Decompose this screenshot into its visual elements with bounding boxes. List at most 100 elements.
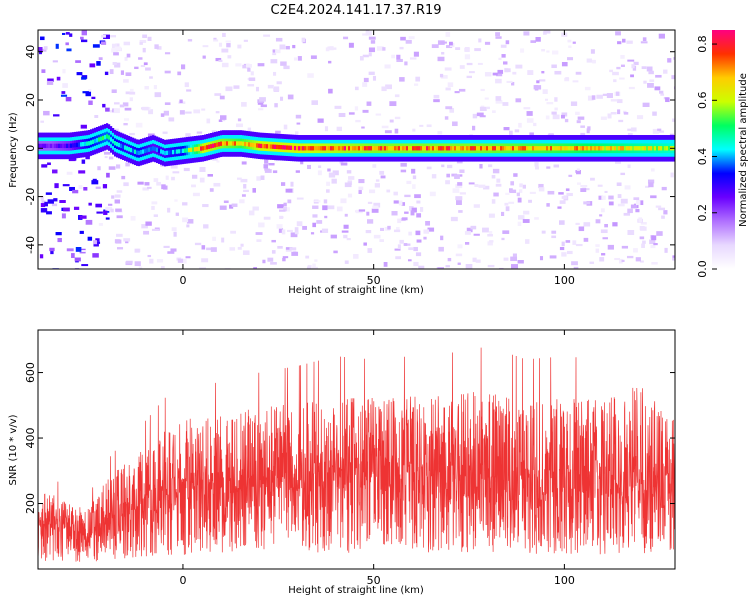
spectrogram-cell: [186, 224, 190, 228]
spectrogram-cell: [376, 146, 379, 151]
spectrogram-cell: [514, 146, 517, 151]
snr-series: [38, 347, 675, 562]
spectrogram-cell: [86, 141, 89, 146]
spectrogram-cell: [546, 50, 550, 53]
spectrogram-cell: [113, 108, 120, 114]
spectrogram-cell: [571, 261, 578, 266]
spectrogram-cell: [666, 146, 669, 151]
spectrogram-cell: [617, 194, 622, 199]
spectrogram-cell: [408, 146, 411, 151]
spectrogram-cell: [577, 116, 585, 120]
spectrogram-cell: [523, 31, 530, 36]
spectrogram-cell: [96, 138, 99, 143]
spectrogram-cell: [522, 184, 526, 189]
spectrogram-cell: [426, 146, 429, 151]
spectrogram-cell: [343, 224, 349, 229]
spectrogram-cell: [259, 97, 266, 102]
spectrogram-cell: [307, 73, 314, 78]
spectrogram-cell: [388, 146, 391, 151]
spectrogram-cell: [124, 56, 128, 61]
spectrogram-cell: [164, 102, 171, 106]
spectrogram-cell: [218, 42, 223, 47]
spectrogram-cell: [428, 146, 431, 151]
spectrogram-cell: [160, 149, 163, 154]
spectrogram-cell: [78, 185, 83, 190]
spectrogram-cell: [473, 204, 480, 208]
spectrogram-cell: [484, 41, 491, 45]
spectrogram-cell: [47, 162, 51, 166]
spectrogram-cell: [568, 146, 571, 151]
spectrogram-cell: [318, 165, 322, 168]
spectrogram-cell: [203, 224, 209, 229]
spectrogram-cell: [210, 144, 213, 149]
spectrogram-cell: [647, 82, 654, 88]
spectrogram-cell: [561, 61, 568, 67]
spectrogram-cell: [184, 82, 189, 88]
spectrogram-cell: [576, 120, 581, 124]
spectrogram-cell: [280, 182, 286, 186]
spectrogram-cell: [110, 137, 113, 142]
spectrogram-cell: [412, 175, 417, 180]
spectrogram-cell: [580, 146, 583, 151]
spectrogram-cell: [187, 39, 193, 42]
spectrogram-cell: [263, 34, 271, 37]
spectrogram-cell: [526, 146, 529, 151]
spectrogram-cell: [311, 100, 318, 105]
spectrogram-cell: [381, 125, 389, 129]
spectrogram-cell: [671, 118, 675, 122]
spectrogram-cell: [616, 66, 621, 70]
spectrogram-cell: [547, 190, 555, 195]
spectrogram-cell: [89, 63, 96, 68]
spectrogram-cell: [468, 146, 471, 151]
spectrogram-cell: [447, 82, 454, 88]
spectrogram-cell: [141, 224, 148, 229]
spectrogram-cell: [630, 74, 634, 78]
spectrogram-cell: [541, 70, 545, 74]
spectrogram-cell: [670, 172, 674, 178]
spectrogram-cell: [367, 248, 373, 253]
colorbar: 0.0 0.2 0.4 0.6 0.8 Normalized spectral ampl…: [696, 30, 749, 278]
spectrogram-cell: [526, 118, 534, 123]
spectrogram-cell: [275, 130, 281, 134]
spectrogram-cell: [314, 146, 317, 151]
spectrogram-cell: [184, 148, 187, 153]
spectrogram-cell: [583, 237, 589, 242]
spectrogram-cell: [110, 208, 114, 213]
spectrogram-cell: [450, 216, 458, 222]
spectrogram-cell: [518, 122, 522, 128]
spectrogram-cell: [283, 124, 288, 130]
spectrogram-cell: [219, 95, 225, 100]
spectrogram-cell: [153, 214, 158, 217]
spectrogram-cell: [636, 146, 639, 151]
spectrogram-cell: [312, 146, 315, 151]
spectrogram-cell: [372, 205, 379, 209]
spectrogram-cell: [285, 45, 290, 50]
spectrogram-cell: [495, 100, 503, 104]
spectrogram-cell: [46, 211, 52, 215]
spectrogram-cell: [431, 174, 437, 179]
spectrogram-cell: [655, 205, 662, 208]
spectrogram-cell: [627, 230, 635, 235]
spectrogram-cell: [272, 49, 278, 53]
spectrogram-cell: [174, 199, 178, 202]
spectrogram-cell: [39, 254, 44, 259]
spectrogram-cell: [170, 248, 177, 252]
spectrogram-cell: [330, 234, 337, 239]
spectrogram-cell: [52, 60, 58, 63]
spectrogram-cell: [602, 237, 608, 240]
spectrogram-cell: [401, 202, 406, 206]
spectrogram-cell: [491, 174, 496, 179]
spectrogram-cell: [212, 236, 217, 241]
spectrogram-cell: [134, 149, 137, 154]
spectrogram-ticks: 0 50 100 40 20 0 -20 -40: [24, 30, 675, 287]
spectrogram-cell: [128, 147, 131, 152]
spectrogram-cell: [317, 170, 322, 176]
spectrogram-cell: [372, 75, 377, 81]
spectrogram-cell: [622, 146, 625, 151]
spectrogram-cell: [564, 146, 567, 151]
spectrogram-cell: [215, 111, 220, 114]
spectrogram-cell: [598, 146, 601, 151]
spectrogram-cell: [552, 50, 559, 55]
spectrogram-cell: [114, 239, 120, 244]
spectrogram-cell: [620, 55, 625, 59]
